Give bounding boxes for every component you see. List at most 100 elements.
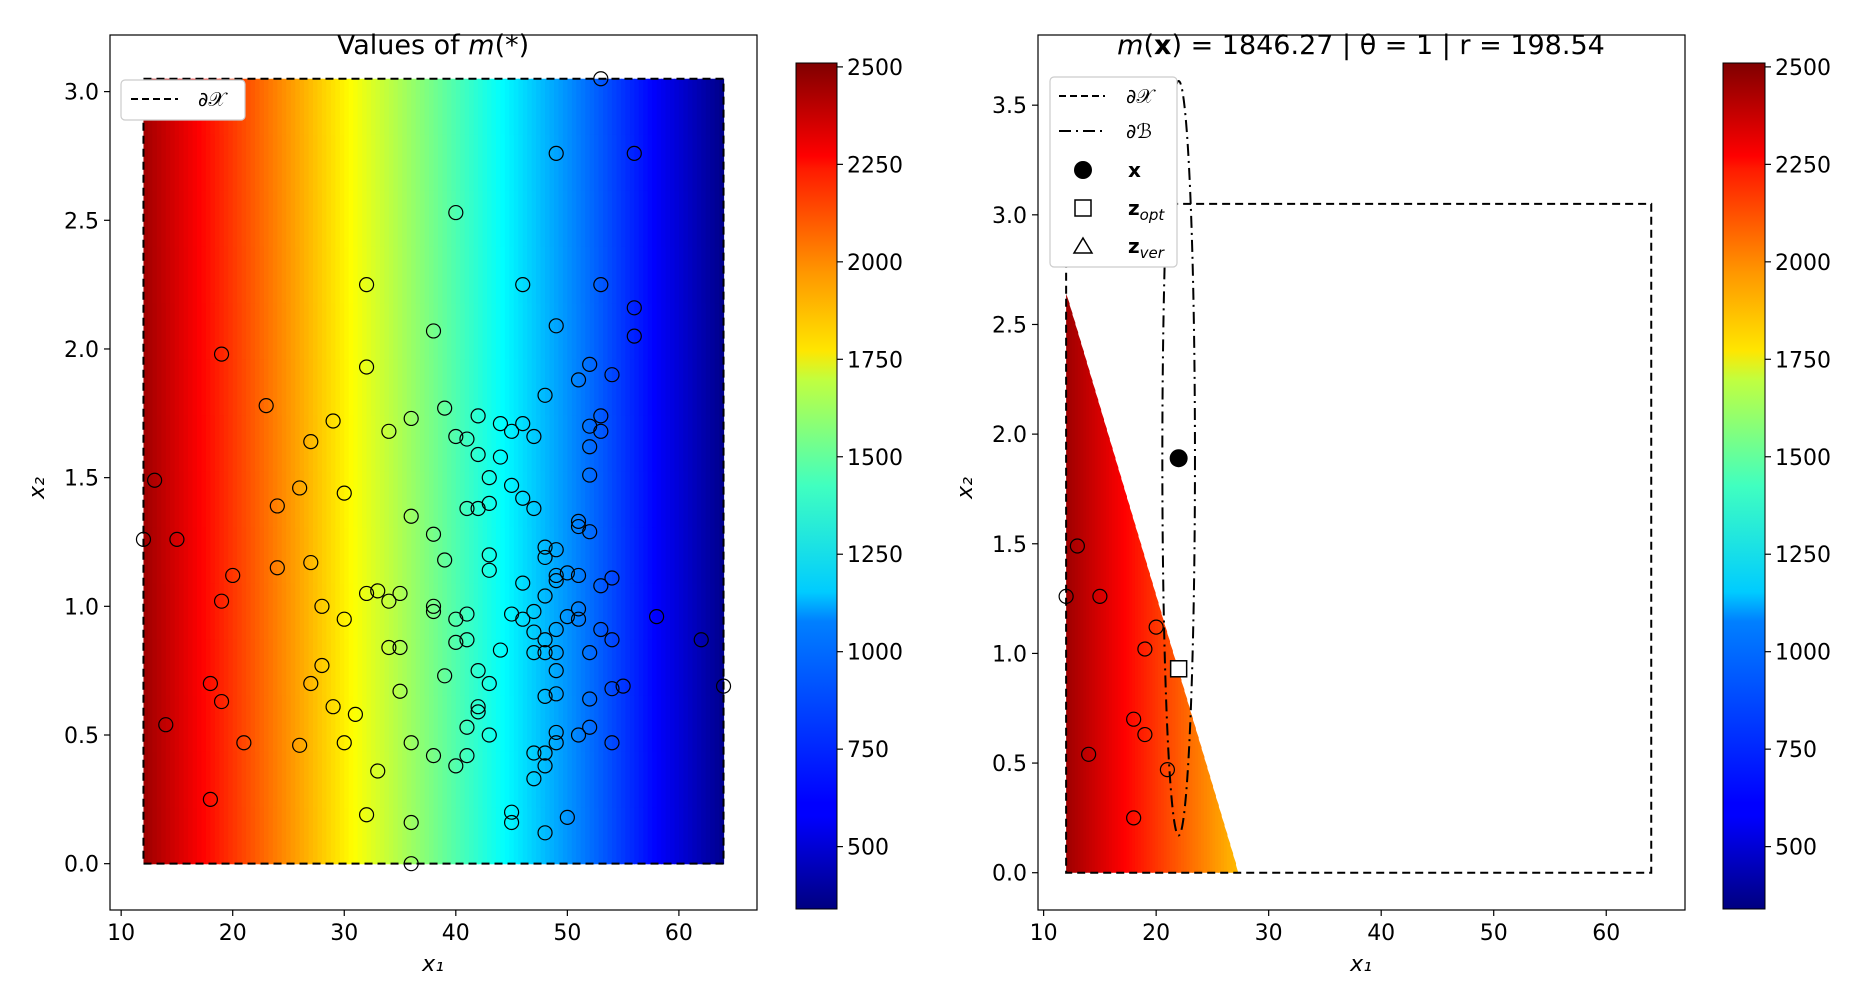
heat-cell (437, 639, 444, 697)
heat-cell (705, 134, 711, 192)
heat-cell (491, 583, 497, 641)
heat-cell (451, 527, 457, 584)
right-legend-box (1049, 76, 1178, 268)
heat-cell (665, 190, 671, 248)
heat-cell (451, 583, 457, 641)
heat-cell (594, 359, 600, 416)
heat-cell (308, 807, 314, 865)
heat-cell (143, 415, 149, 472)
heat-cell (290, 134, 296, 192)
heat-cell (384, 359, 390, 416)
heat-cell (143, 807, 149, 865)
heat-cell (263, 246, 269, 304)
heat-cell (598, 303, 604, 360)
heat-cell (589, 303, 595, 360)
heat-cell (308, 415, 314, 472)
heat-cell (513, 527, 519, 584)
heat-cell (625, 78, 631, 136)
heat-cell (143, 190, 149, 248)
heat-cell (379, 134, 386, 192)
heat-cell (188, 639, 194, 697)
heat-cell (522, 246, 528, 304)
heat-cell (415, 527, 421, 584)
heat-cell (353, 751, 359, 809)
heat-cell (183, 583, 189, 641)
heat-cell (629, 78, 635, 136)
heat-cell (562, 807, 568, 865)
heat-cell (710, 134, 716, 192)
x-tick-label: 60 (1592, 921, 1620, 946)
heat-cell (411, 134, 417, 192)
heat-cell (473, 303, 479, 360)
feasible-region-strip (1080, 342, 1084, 873)
sample-point (593, 423, 609, 439)
sample-point (582, 691, 598, 707)
heat-cell (683, 246, 689, 304)
heat-cell (531, 751, 537, 809)
heat-cell (553, 359, 560, 416)
heat-cell (638, 471, 644, 528)
heat-cell (701, 751, 707, 809)
heat-cell (411, 78, 417, 136)
heat-cell (620, 246, 626, 304)
heat-cell (567, 471, 573, 528)
heat-cell (348, 639, 354, 697)
heat-cell (263, 751, 269, 809)
sample-point (158, 717, 174, 733)
heat-cell (308, 471, 314, 528)
sample-point (392, 585, 408, 602)
heat-cell (638, 695, 644, 753)
sample-point (593, 578, 609, 594)
heat-cell (446, 303, 452, 360)
heat-cell (607, 751, 613, 809)
heat-cell (678, 246, 684, 304)
heat-cell (179, 134, 185, 192)
heat-cell (647, 583, 653, 641)
heat-cell (714, 134, 720, 192)
heat-cell (504, 471, 510, 528)
heat-cell (553, 751, 560, 809)
sample-point (503, 814, 520, 831)
right-legend: ∂𝒳 ∂ℬ x zopt zver (1049, 76, 1178, 268)
heat-cell (402, 359, 408, 416)
feasible-region-strip (1120, 477, 1125, 873)
heat-cell (469, 303, 475, 360)
heat-cell (594, 134, 600, 192)
heat-cell (665, 246, 671, 304)
heat-cell (696, 359, 702, 416)
heat-cell (719, 246, 725, 304)
heat-cell (665, 303, 671, 360)
heat-cell (455, 359, 461, 416)
heat-cell (656, 471, 662, 528)
heat-cell (656, 359, 662, 416)
heat-cell (255, 78, 261, 136)
heat-cell (433, 807, 439, 865)
heat-cell (174, 527, 180, 584)
heat-cell (495, 190, 502, 248)
colorbar-tick-label: 750 (1775, 738, 1817, 763)
heat-cell (643, 695, 649, 753)
heat-cell (638, 190, 644, 248)
heat-cell (286, 303, 292, 360)
heat-cell (647, 190, 653, 248)
heat-cell (214, 639, 220, 697)
heat-cell (553, 807, 560, 865)
heat-cell (384, 134, 390, 192)
heat-cell (192, 751, 198, 809)
heat-cell (469, 190, 475, 248)
heat-cell (437, 751, 444, 809)
heat-cell (518, 583, 524, 641)
heat-cell (143, 527, 149, 584)
heat-cell (473, 639, 479, 697)
heat-cell (710, 751, 716, 809)
heat-cell (286, 190, 292, 248)
heat-cell (156, 359, 162, 416)
heat-cell (321, 134, 328, 192)
heat-cell (357, 78, 363, 136)
heat-cell (611, 359, 618, 416)
heat-cell (607, 527, 613, 584)
heat-cell (375, 303, 381, 360)
heat-cell (183, 527, 189, 584)
heat-cell (197, 190, 203, 248)
